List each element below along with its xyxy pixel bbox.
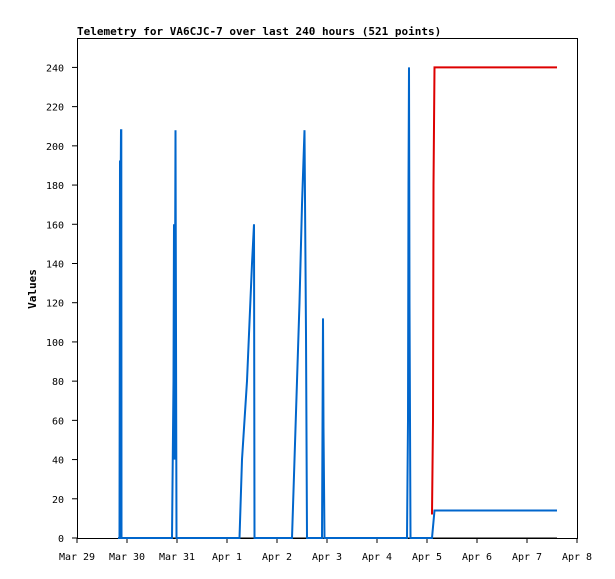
y-tick-label: 100 (46, 338, 64, 349)
y-tick-label: 180 (46, 181, 64, 192)
y-tick-label: 80 (52, 377, 64, 388)
y-tick-label: 60 (52, 416, 64, 427)
x-tick-label: Apr 6 (462, 552, 492, 563)
plot-frame (77, 38, 578, 539)
x-tick-label: Apr 8 (562, 552, 592, 563)
x-tick-label: Apr 2 (262, 552, 292, 563)
series-lines (118, 66, 557, 539)
y-tick-label: 0 (58, 534, 64, 545)
y-tick-label: 220 (46, 103, 64, 114)
y-axis-label: Values (26, 269, 39, 309)
x-tick-label: Mar 31 (159, 552, 195, 563)
x-tick-label: Apr 4 (362, 552, 392, 563)
y-tick-label: 240 (46, 63, 64, 74)
x-tick-label: Apr 1 (212, 552, 242, 563)
x-tick-label: Apr 5 (412, 552, 442, 563)
x-tick-label: Apr 7 (512, 552, 542, 563)
y-tick-label: 160 (46, 220, 64, 231)
series-line-3 (431, 66, 557, 515)
y-tick-label: 200 (46, 142, 64, 153)
series-line-2 (118, 67, 557, 539)
y-tick-label: 120 (46, 299, 64, 310)
y-tick-label: 20 (52, 495, 64, 506)
y-tick-label: 140 (46, 259, 64, 270)
y-axis-ticks: 0 20 40 60 80 100 120 140 160 180 200 220 240 (46, 63, 77, 545)
x-axis-ticks: Mar 29 Mar 30 Mar 31 Apr 1 Apr 2 Apr 3 Apr 4 Ap… (59, 538, 592, 563)
x-tick-label: Mar 30 (109, 552, 145, 563)
y-tick-label: 40 (52, 456, 64, 467)
x-tick-label: Mar 29 (59, 552, 95, 563)
chart-title: Telemetry for VA6CJC-7 over last 240 hou… (77, 25, 441, 38)
x-tick-label: Apr 3 (312, 552, 342, 563)
